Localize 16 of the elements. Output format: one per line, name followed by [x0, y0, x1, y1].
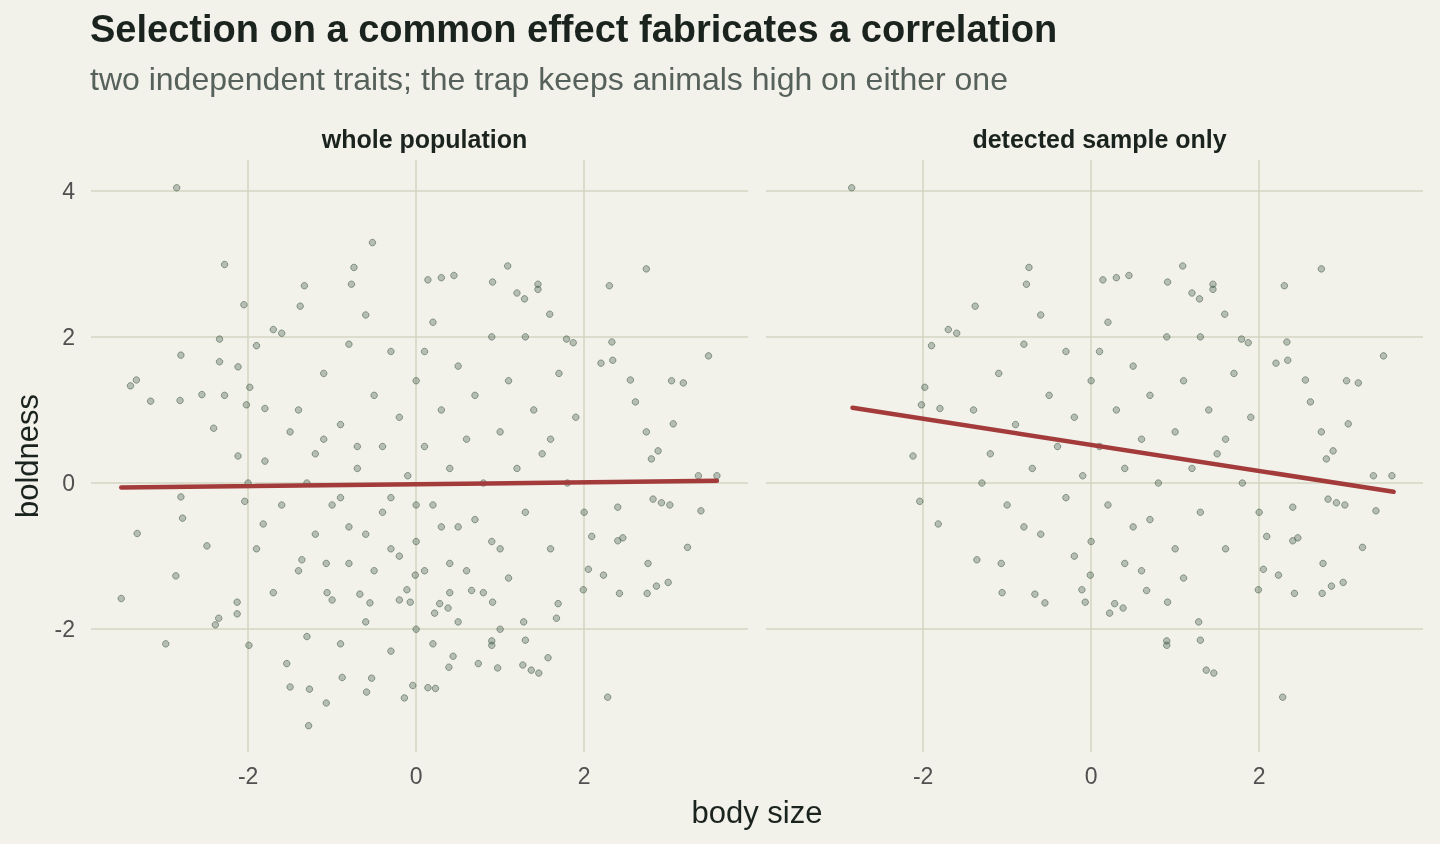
x-tick-label: -2 [237, 762, 259, 789]
x-tick-label: 2 [1252, 762, 1266, 789]
x-axis-title: body size [691, 794, 823, 830]
y-axis-title: boldness [10, 393, 45, 519]
x-tick-label: 0 [409, 762, 423, 789]
y-tick-label: 2 [62, 323, 75, 350]
y-tick-label: 0 [62, 470, 75, 497]
text: two independent traits; the trap keeps animals high on either one [90, 61, 1008, 98]
x-tick-label: 2 [577, 762, 591, 789]
y-tick-label: 4 [62, 177, 76, 204]
x-tick-label: 0 [1084, 762, 1098, 789]
chart-title: detected sample only [972, 124, 1227, 153]
chart-title: whole population [320, 124, 528, 153]
x-tick-label: -2 [912, 762, 934, 789]
y-tick-label: -2 [54, 616, 75, 643]
text: Selection on a common effect fabricates a correlation [90, 8, 1058, 52]
